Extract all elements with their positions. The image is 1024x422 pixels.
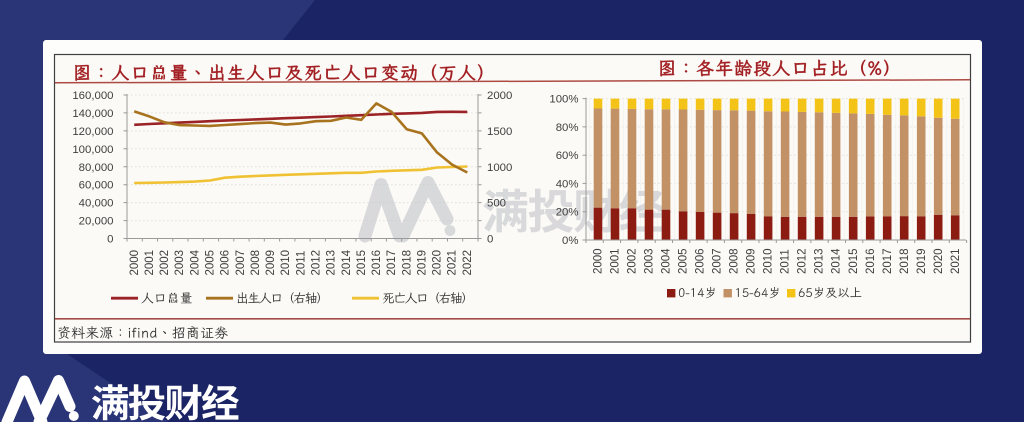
svg-text:20,000: 20,000 xyxy=(79,216,114,228)
svg-text:2016: 2016 xyxy=(865,248,877,274)
svg-text:2001: 2001 xyxy=(610,248,622,274)
svg-text:2002: 2002 xyxy=(159,250,171,276)
svg-text:2010: 2010 xyxy=(280,250,292,276)
svg-text:1500: 1500 xyxy=(487,126,512,138)
svg-text:2005: 2005 xyxy=(678,248,690,274)
svg-text:500: 500 xyxy=(487,198,506,210)
svg-text:2001: 2001 xyxy=(144,250,156,276)
svg-text:80%: 80% xyxy=(556,122,579,134)
svg-text:2020: 2020 xyxy=(432,250,444,276)
svg-text:140,000: 140,000 xyxy=(72,108,113,120)
svg-text:2008: 2008 xyxy=(729,248,741,274)
svg-text:2004: 2004 xyxy=(661,248,673,274)
svg-text:100,000: 100,000 xyxy=(72,144,113,156)
svg-text:2006: 2006 xyxy=(695,248,707,274)
svg-text:80,000: 80,000 xyxy=(79,162,114,174)
svg-text:2011: 2011 xyxy=(780,249,792,274)
svg-text:160,000: 160,000 xyxy=(72,90,113,102)
svg-text:2009: 2009 xyxy=(265,250,277,276)
svg-text:2012: 2012 xyxy=(311,250,323,276)
svg-text:2014: 2014 xyxy=(341,249,353,275)
svg-text:120,000: 120,000 xyxy=(72,126,113,138)
svg-text:2013: 2013 xyxy=(326,250,338,276)
svg-text:2002: 2002 xyxy=(627,248,639,274)
svg-text:0%: 0% xyxy=(562,235,578,247)
svg-text:2021: 2021 xyxy=(950,248,962,274)
svg-text:0: 0 xyxy=(487,234,493,246)
svg-text:2006: 2006 xyxy=(220,250,232,276)
svg-text:2018: 2018 xyxy=(401,250,413,276)
svg-text:2011: 2011 xyxy=(295,251,307,276)
svg-text:1000: 1000 xyxy=(487,162,512,174)
svg-text:2009: 2009 xyxy=(746,248,758,274)
svg-text:2004: 2004 xyxy=(189,249,201,275)
svg-text:2000: 2000 xyxy=(129,250,141,276)
svg-text:2019: 2019 xyxy=(417,250,429,276)
svg-text:60,000: 60,000 xyxy=(79,180,114,192)
svg-text:2020: 2020 xyxy=(933,248,945,274)
svg-text:20%: 20% xyxy=(556,207,579,219)
svg-text:2014: 2014 xyxy=(831,248,843,274)
svg-text:2017: 2017 xyxy=(386,250,398,276)
svg-text:2022: 2022 xyxy=(462,250,474,276)
svg-text:60%: 60% xyxy=(556,150,579,162)
svg-text:2000: 2000 xyxy=(487,90,512,102)
svg-text:2019: 2019 xyxy=(916,248,928,274)
svg-text:2008: 2008 xyxy=(250,250,262,276)
svg-text:2000: 2000 xyxy=(593,248,605,274)
svg-text:40%: 40% xyxy=(556,178,579,190)
svg-text:2015: 2015 xyxy=(848,248,860,274)
svg-text:2016: 2016 xyxy=(371,250,383,276)
svg-text:2015: 2015 xyxy=(356,250,368,276)
svg-text:2010: 2010 xyxy=(763,248,775,274)
svg-text:100%: 100% xyxy=(549,94,578,106)
svg-text:2005: 2005 xyxy=(205,250,217,276)
svg-text:0: 0 xyxy=(107,234,113,246)
svg-text:2007: 2007 xyxy=(712,248,724,274)
svg-text:2018: 2018 xyxy=(899,248,911,274)
svg-text:2007: 2007 xyxy=(235,250,247,276)
svg-text:2021: 2021 xyxy=(447,250,459,276)
svg-text:2003: 2003 xyxy=(174,250,186,276)
svg-text:2012: 2012 xyxy=(797,248,809,274)
svg-text:40,000: 40,000 xyxy=(79,198,114,210)
svg-text:2017: 2017 xyxy=(882,248,894,274)
svg-text:2003: 2003 xyxy=(644,248,656,274)
svg-text:2013: 2013 xyxy=(814,248,826,274)
